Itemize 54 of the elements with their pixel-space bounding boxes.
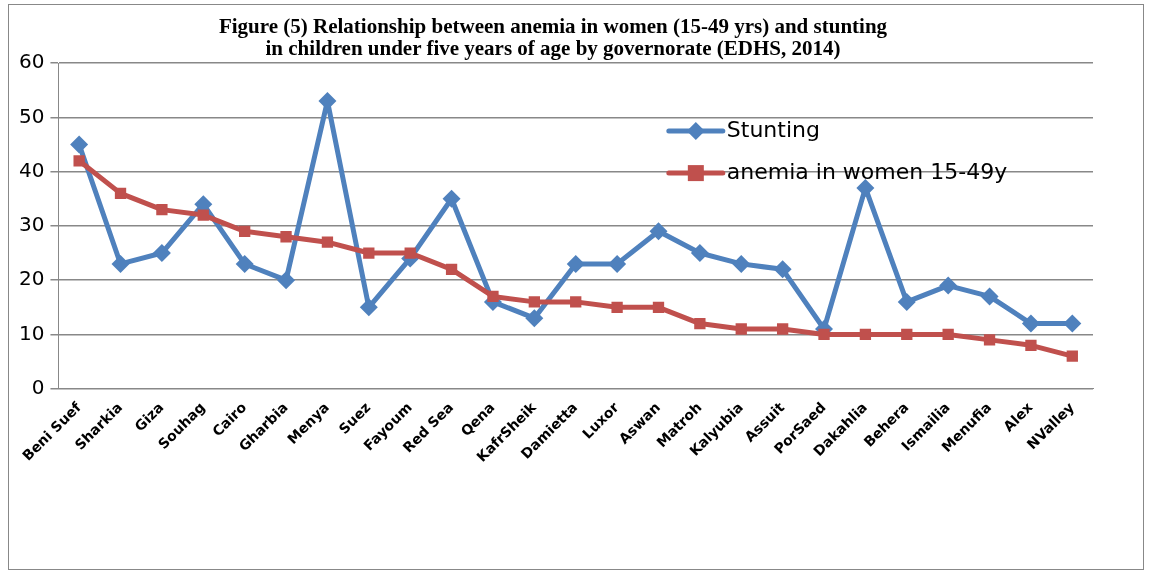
point — [277, 271, 296, 290]
y-tick-label: 30 — [19, 212, 45, 237]
point — [525, 309, 544, 328]
legend-label: Stunting — [726, 116, 820, 142]
point — [735, 323, 747, 335]
point — [732, 254, 751, 273]
y-tick-label: 50 — [19, 103, 45, 128]
point — [359, 298, 378, 317]
point — [152, 244, 171, 263]
point — [114, 187, 127, 199]
point — [111, 254, 130, 273]
point — [652, 301, 665, 313]
y-tick-label: 60 — [19, 49, 45, 74]
point — [694, 317, 706, 330]
legend-label: anemia in women 15-49y — [726, 158, 1008, 184]
point — [239, 225, 251, 237]
point — [980, 287, 999, 306]
point — [70, 135, 89, 154]
point — [901, 328, 913, 341]
point — [942, 328, 954, 341]
point — [442, 189, 461, 208]
point — [859, 328, 872, 341]
point — [649, 222, 668, 241]
point — [570, 296, 582, 308]
point — [487, 290, 499, 303]
point — [321, 236, 334, 248]
point — [445, 263, 458, 275]
point — [773, 260, 792, 279]
point — [363, 247, 375, 259]
chart-title: Figure (5) Relationship between anemia in women (15-49 yrs) and stunting in children under five years of age by governorate (EDHS, 2014) — [218, 14, 888, 61]
point — [939, 276, 958, 295]
point — [197, 209, 209, 221]
point — [235, 254, 254, 273]
point — [690, 244, 709, 263]
point — [1025, 339, 1037, 351]
point — [156, 203, 168, 216]
point — [818, 328, 830, 341]
point — [897, 292, 916, 311]
point — [73, 155, 85, 167]
point — [280, 231, 292, 243]
point — [856, 178, 875, 197]
y-tick-label: 0 — [31, 374, 45, 399]
point — [776, 323, 789, 335]
point — [528, 296, 540, 308]
y-tick-label: 10 — [19, 320, 45, 345]
point — [611, 301, 623, 313]
point — [1021, 314, 1040, 333]
point — [1066, 350, 1078, 362]
point — [404, 247, 416, 259]
point — [566, 254, 585, 273]
y-tick-label: 40 — [19, 157, 45, 182]
point — [608, 254, 627, 273]
y-tick-label: 20 — [19, 266, 45, 291]
point — [983, 334, 996, 346]
